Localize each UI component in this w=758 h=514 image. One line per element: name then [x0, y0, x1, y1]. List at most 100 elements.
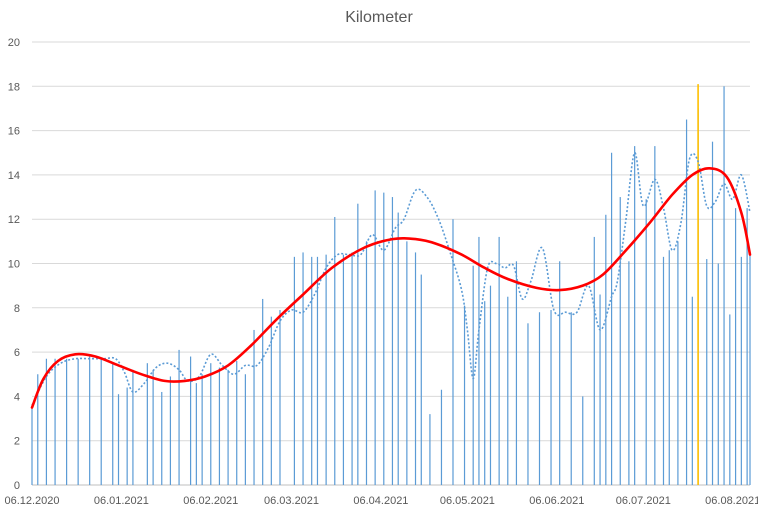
- bar: [169, 376, 172, 485]
- bar: [654, 146, 656, 486]
- bar: [538, 312, 541, 485]
- bar: [723, 86, 725, 486]
- chart-title: Kilometer: [345, 9, 413, 26]
- bar: [244, 374, 246, 485]
- bar: [31, 407, 33, 485]
- bar: [749, 252, 751, 485]
- bar: [593, 236, 595, 485]
- y-tick-label: 10: [8, 259, 20, 271]
- bar: [668, 250, 670, 485]
- y-tick-label: 18: [8, 81, 20, 93]
- bar: [610, 152, 613, 485]
- bar: [293, 256, 296, 485]
- bar: [383, 192, 385, 485]
- y-tick-label: 14: [8, 170, 20, 182]
- bar: [117, 394, 120, 485]
- bar: [440, 389, 443, 485]
- bar: [195, 383, 197, 485]
- bar: [112, 363, 114, 485]
- bar: [236, 360, 238, 485]
- y-tick-label: 8: [14, 303, 20, 315]
- bar: [605, 214, 607, 485]
- bar: [334, 216, 336, 486]
- bar: [677, 241, 679, 485]
- bar: [391, 197, 394, 486]
- moving-average-path: [31, 151, 751, 406]
- bar: [351, 252, 353, 485]
- bar: [463, 305, 466, 485]
- x-tick-label: 06.01.2021: [94, 495, 149, 507]
- bar: [126, 387, 128, 485]
- bar: [550, 310, 552, 485]
- x-tick-label: 06.07.2021: [616, 495, 671, 507]
- bar: [279, 310, 281, 485]
- bar: [316, 256, 319, 485]
- x-tick-label: 06.04.2021: [353, 495, 408, 507]
- bar: [706, 259, 708, 485]
- bar: [662, 256, 665, 485]
- bar: [100, 358, 102, 485]
- bar: [227, 369, 229, 485]
- bar: [599, 294, 601, 485]
- bar: [729, 314, 731, 485]
- bar: [507, 296, 509, 485]
- bar: [472, 265, 474, 485]
- bar: [201, 374, 203, 485]
- bar: [270, 316, 272, 485]
- bar: [420, 274, 422, 485]
- x-tick-label: 06.06.2021: [529, 495, 584, 507]
- bar: [452, 219, 454, 485]
- x-tick-label: 06.08.2021: [705, 495, 758, 507]
- y-tick-label: 20: [8, 37, 20, 49]
- bar: [628, 261, 630, 485]
- trend-line: [30, 166, 752, 409]
- bar: [489, 285, 492, 485]
- bar: [357, 203, 359, 485]
- bar: [374, 190, 376, 485]
- bar: [161, 391, 163, 485]
- bar: [717, 263, 719, 485]
- trend-path: [30, 166, 752, 409]
- bar: [559, 261, 561, 485]
- bar: [342, 254, 345, 485]
- y-tick-label: 16: [8, 126, 20, 138]
- x-axis: 06.12.2020 06.01.2021 06.02.2021 06.03.2021…: [4, 484, 758, 507]
- bar: [414, 252, 417, 485]
- bar: [178, 349, 180, 485]
- bar: [210, 363, 212, 485]
- bar: [429, 414, 431, 485]
- bar: [152, 369, 154, 485]
- bar: [325, 254, 327, 485]
- bar: [582, 396, 584, 485]
- bar: [734, 208, 737, 485]
- y-tick-label: 0: [14, 480, 20, 492]
- bar: [484, 301, 486, 485]
- bar: [54, 358, 56, 485]
- bar: [262, 298, 264, 485]
- y-axis: 0 2 4 6 8 10 12 14 16 18 20: [8, 37, 20, 492]
- x-tick-label: 06.12.2020: [4, 495, 59, 507]
- bar: [253, 329, 255, 485]
- x-tick-label: 06.03.2021: [264, 495, 319, 507]
- bar: [45, 358, 48, 485]
- bar: [498, 236, 500, 485]
- bar: [302, 252, 304, 485]
- x-tick-label: 06.02.2021: [183, 495, 238, 507]
- bar: [66, 358, 68, 485]
- bar: [311, 256, 313, 485]
- bar: [634, 146, 636, 486]
- bar: [619, 197, 621, 486]
- bar: [746, 208, 748, 485]
- bar: [515, 261, 518, 485]
- bar-series: [31, 86, 751, 486]
- bar: [189, 356, 192, 485]
- bar: [570, 312, 572, 485]
- y-tick-label: 12: [8, 214, 20, 226]
- gridlines: [32, 41, 750, 486]
- bar: [406, 241, 408, 485]
- bar: [527, 323, 529, 485]
- y-tick-label: 4: [14, 391, 20, 403]
- bar: [218, 367, 221, 485]
- y-tick-label: 2: [14, 436, 20, 448]
